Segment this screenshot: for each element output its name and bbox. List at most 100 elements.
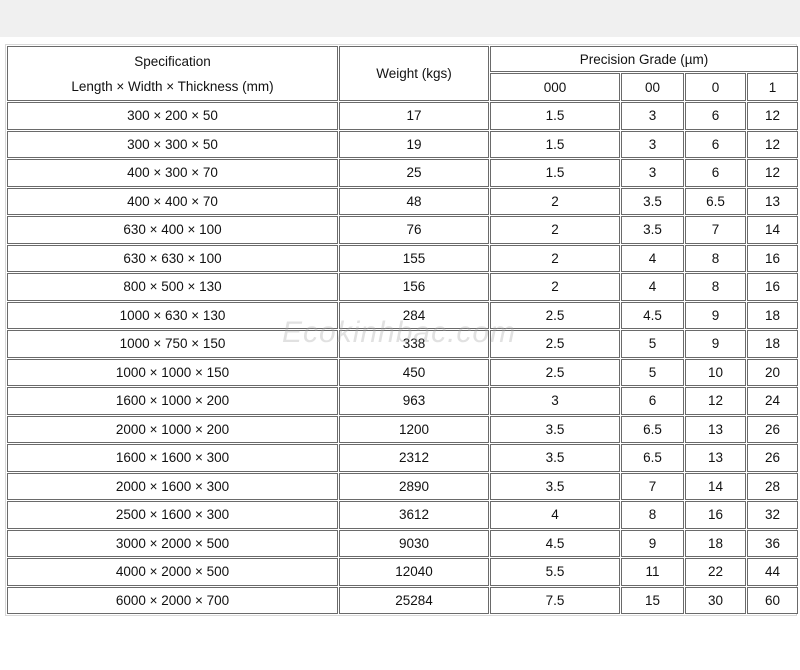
cell-grade-00: 6.5 [621, 444, 684, 472]
cell-grade-1: 12 [747, 130, 798, 158]
cell-grade-0: 6.5 [685, 187, 746, 215]
cell-grade-1: 32 [747, 501, 798, 529]
cell-grade-0: 13 [685, 415, 746, 443]
cell-grade-0: 8 [685, 273, 746, 301]
table-row: 400 × 300 × 70 25 1.5 3 6 12 [7, 159, 798, 187]
cell-grade-000: 3.5 [490, 472, 620, 500]
cell-grade-1: 12 [747, 159, 798, 187]
cell-grade-000: 2 [490, 273, 620, 301]
cell-grade-00: 3 [621, 159, 684, 187]
cell-weight: 12040 [339, 558, 489, 586]
cell-specification: 400 × 300 × 70 [7, 159, 338, 187]
cell-weight: 338 [339, 330, 489, 358]
table-row: 300 × 300 × 50 19 1.5 3 6 12 [7, 130, 798, 158]
cell-weight: 155 [339, 244, 489, 272]
cell-grade-00: 4 [621, 273, 684, 301]
cell-grade-0: 14 [685, 472, 746, 500]
table-row: 6000 × 2000 × 700 25284 7.5 15 30 60 [7, 586, 798, 614]
cell-grade-000: 2 [490, 216, 620, 244]
cell-grade-0: 13 [685, 444, 746, 472]
cell-specification: 1000 × 630 × 130 [7, 301, 338, 329]
cell-grade-0: 9 [685, 301, 746, 329]
cell-grade-0: 22 [685, 558, 746, 586]
cell-grade-00: 4 [621, 244, 684, 272]
cell-grade-1: 16 [747, 273, 798, 301]
table-row: 3000 × 2000 × 500 9030 4.5 9 18 36 [7, 529, 798, 557]
cell-grade-00: 9 [621, 529, 684, 557]
cell-grade-0: 6 [685, 130, 746, 158]
header-spec-dims: Length × Width × Thickness (mm) [71, 78, 274, 94]
table-row: 1000 × 750 × 150 338 2.5 5 9 18 [7, 330, 798, 358]
header-row: Specification Length × Width × Thickness… [7, 46, 798, 101]
table-row: 4000 × 2000 × 500 12040 5.5 11 22 44 [7, 558, 798, 586]
cell-grade-1: 18 [747, 301, 798, 329]
cell-grade-1: 26 [747, 415, 798, 443]
table-row: 1000 × 630 × 130 284 2.5 4.5 9 18 [7, 301, 798, 329]
cell-grade-00: 8 [621, 501, 684, 529]
cell-grade-000: 4 [490, 501, 620, 529]
cell-grade-00: 3 [621, 102, 684, 130]
cell-specification: 1000 × 1000 × 150 [7, 358, 338, 386]
cell-grade-0: 16 [685, 501, 746, 529]
cell-specification: 1600 × 1000 × 200 [7, 387, 338, 415]
cell-specification: 630 × 400 × 100 [7, 216, 338, 244]
cell-grade-00: 6 [621, 387, 684, 415]
cell-specification: 1600 × 1600 × 300 [7, 444, 338, 472]
cell-weight: 963 [339, 387, 489, 415]
cell-specification: 1000 × 750 × 150 [7, 330, 338, 358]
table-row: 400 × 400 × 70 48 2 3.5 6.5 13 [7, 187, 798, 215]
cell-specification: 2000 × 1600 × 300 [7, 472, 338, 500]
table-row: 1600 × 1600 × 300 2312 3.5 6.5 13 26 [7, 444, 798, 472]
cell-weight: 48 [339, 187, 489, 215]
header-precision-grade: Precision Grade (µm) [490, 46, 798, 72]
cell-grade-000: 3.5 [490, 415, 620, 443]
cell-grade-000: 1.5 [490, 130, 620, 158]
table-row: 1000 × 1000 × 150 450 2.5 5 10 20 [7, 358, 798, 386]
cell-specification: 2500 × 1600 × 300 [7, 501, 338, 529]
cell-weight: 25284 [339, 586, 489, 614]
cell-grade-1: 20 [747, 358, 798, 386]
cell-grade-000: 2.5 [490, 330, 620, 358]
cell-weight: 450 [339, 358, 489, 386]
cell-grade-00: 15 [621, 586, 684, 614]
cell-grade-000: 5.5 [490, 558, 620, 586]
header-grade-00: 00 [621, 73, 684, 101]
cell-specification: 400 × 400 × 70 [7, 187, 338, 215]
header-specification: Specification Length × Width × Thickness… [7, 46, 338, 101]
header-grade-0: 0 [685, 73, 746, 101]
header-weight: Weight (kgs) [339, 46, 489, 101]
cell-grade-00: 11 [621, 558, 684, 586]
cell-grade-00: 3 [621, 130, 684, 158]
cell-grade-00: 4.5 [621, 301, 684, 329]
cell-grade-1: 26 [747, 444, 798, 472]
header-grade-000: 000 [490, 73, 620, 101]
cell-grade-00: 7 [621, 472, 684, 500]
cell-grade-0: 6 [685, 102, 746, 130]
cell-specification: 2000 × 1000 × 200 [7, 415, 338, 443]
cell-weight: 19 [339, 130, 489, 158]
cell-grade-00: 6.5 [621, 415, 684, 443]
cell-grade-1: 12 [747, 102, 798, 130]
cell-grade-1: 44 [747, 558, 798, 586]
cell-specification: 6000 × 2000 × 700 [7, 586, 338, 614]
cell-grade-0: 9 [685, 330, 746, 358]
table-row: 2500 × 1600 × 300 3612 4 8 16 32 [7, 501, 798, 529]
cell-grade-1: 36 [747, 529, 798, 557]
table-row: 2000 × 1000 × 200 1200 3.5 6.5 13 26 [7, 415, 798, 443]
cell-specification: 4000 × 2000 × 500 [7, 558, 338, 586]
cell-specification: 300 × 200 × 50 [7, 102, 338, 130]
cell-grade-00: 3.5 [621, 216, 684, 244]
cell-grade-000: 3.5 [490, 444, 620, 472]
cell-weight: 2890 [339, 472, 489, 500]
cell-weight: 76 [339, 216, 489, 244]
table-row: 630 × 400 × 100 76 2 3.5 7 14 [7, 216, 798, 244]
cell-weight: 1200 [339, 415, 489, 443]
cell-weight: 25 [339, 159, 489, 187]
cell-grade-0: 7 [685, 216, 746, 244]
cell-grade-0: 18 [685, 529, 746, 557]
cell-grade-000: 1.5 [490, 102, 620, 130]
cell-grade-000: 2 [490, 244, 620, 272]
cell-grade-000: 2.5 [490, 301, 620, 329]
cell-grade-000: 4.5 [490, 529, 620, 557]
cell-weight: 3612 [339, 501, 489, 529]
